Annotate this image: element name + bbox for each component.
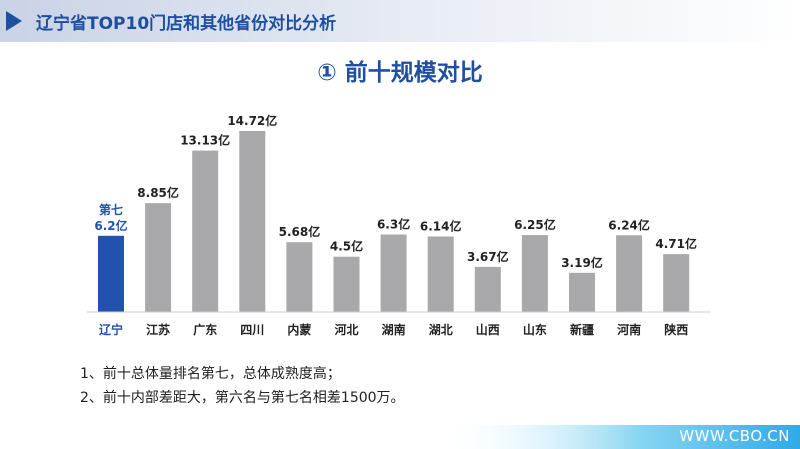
bar-7 [427,236,454,312]
x-tick-label-8: 山西 [476,322,500,337]
bar-9 [521,235,548,312]
chart-subtitle: ① 前十规模对比 [317,60,483,86]
data-label-7: 6.14亿 [420,219,462,234]
x-tick-label-6: 湖南 [382,322,406,337]
page-title: 辽宁省TOP10门店和其他省份对比分析 [36,14,337,34]
x-tick-label-5: 河北 [333,322,358,337]
data-label-4: 5.68亿 [279,224,321,239]
bar-3 [239,131,266,312]
data-label-1: 8.85亿 [137,185,179,200]
data-label-10: 3.19亿 [561,255,603,270]
note-1: 1、前十总体量排名第七，总体成熟度高； [80,366,341,382]
data-label-0: 6.2亿 [94,218,127,233]
bar-0 [98,235,124,312]
x-tick-label-9: 山东 [523,322,547,337]
watermark: WWW.CBO.CN [679,427,790,445]
x-tick-label-4: 内蒙 [287,322,311,337]
data-label-6: 6.3亿 [377,217,410,232]
notes: 1、前十总体量排名第七，总体成熟度高； 2、前十内部差距大，第六名与第七名相差1… [80,362,405,410]
x-tick-label-3: 四川 [240,323,264,337]
data-label-12: 4.71亿 [655,236,697,251]
bar-4 [286,242,313,312]
data-label-11: 6.24亿 [608,217,650,232]
x-tick-label-11: 河南 [616,322,641,337]
x-tick-label-0: 辽宁 [99,322,123,337]
bar-12 [663,254,690,312]
bar-5 [333,256,360,312]
data-label-5: 4.5亿 [330,239,363,254]
bar-8 [474,266,501,312]
bar-10 [569,272,595,312]
highlight-rank-label: 第七 [99,202,123,217]
header-arrow-icon [6,11,22,31]
x-tick-label-7: 湖北 [429,322,453,337]
data-label-2: 13.13亿 [180,133,230,148]
bar-2 [192,150,219,312]
x-tick-label-1: 江苏 [146,322,170,337]
bar-6 [380,234,407,312]
data-label-8: 3.67亿 [467,249,509,264]
note-2: 2、前十内部差距大，第六名与第七名相差1500万。 [80,390,405,406]
x-tick-label-12: 陕西 [664,322,688,337]
bar-1 [145,203,172,312]
data-label-9: 6.25亿 [514,217,556,232]
watermark-band [0,425,800,449]
header-bar [0,0,800,42]
data-label-3: 14.72亿 [227,113,277,128]
x-tick-label-2: 广东 [193,322,217,337]
x-tick-label-10: 新疆 [570,322,594,337]
bar-11 [616,235,643,312]
